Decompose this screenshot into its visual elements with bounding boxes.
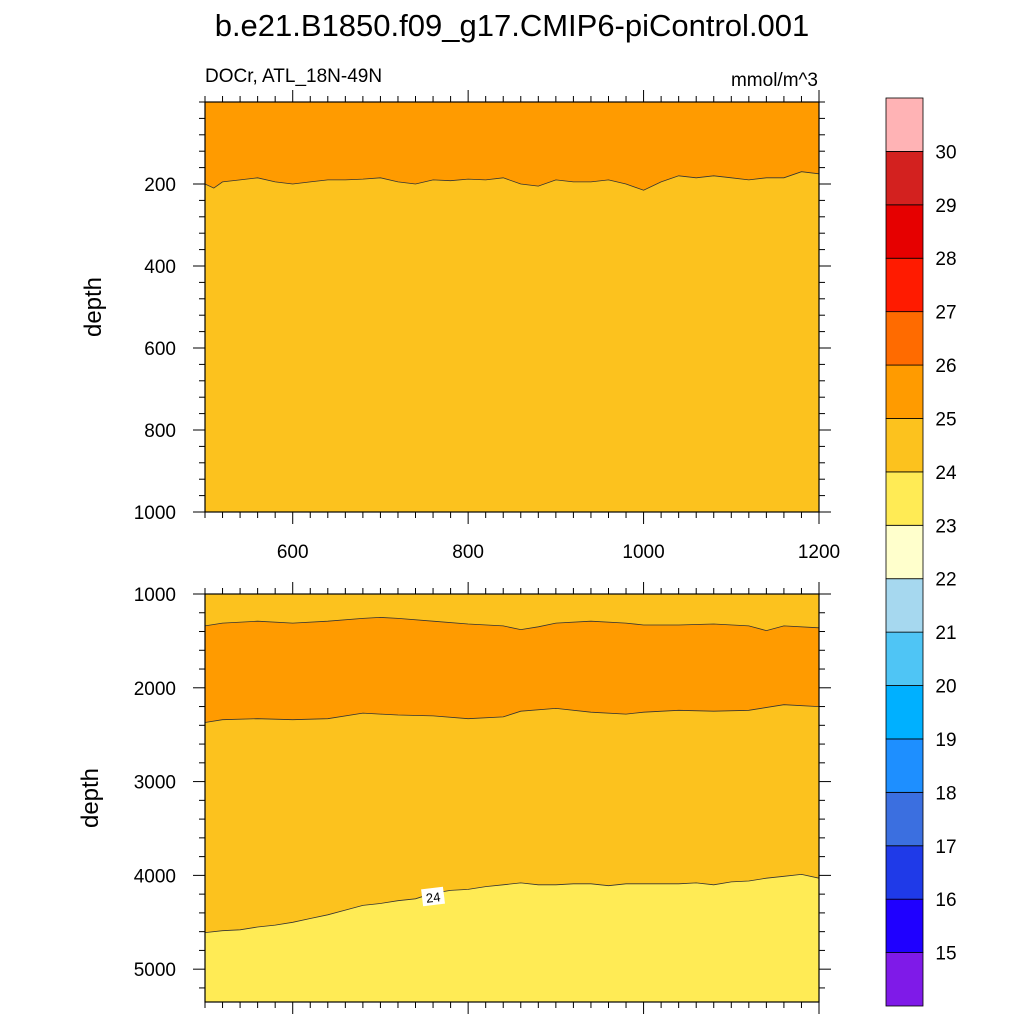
y-tick-label: 3000 (134, 773, 176, 794)
figure-title: b.e21.B1850.f09_g17.CMIP6-piControl.001 (215, 8, 810, 43)
upper-panel: 600 800 1000 1200 200 400 600 800 1000 (134, 90, 840, 563)
contour-line-boundary-25 (204, 171, 820, 191)
x-tick-label: 800 (452, 542, 484, 563)
colorbar-box-c24_25 (885, 418, 924, 473)
lower-panel: 24 1000 2000 3000 4000 5000 (134, 582, 831, 1014)
colorbar-label: 27 (935, 303, 956, 324)
colorbar: 15 16 17 18 19 20 21 22 23 24 25 26 27 28 29 30 (885, 97, 957, 1007)
colorbar-box-c14_15 (885, 952, 924, 1007)
colorbar-box-c29_30 (885, 151, 924, 206)
upper-y-axis-label: depth (80, 277, 107, 337)
colorbar-label: 26 (935, 356, 956, 377)
colorbar-label: 28 (935, 249, 956, 270)
contour-fill-25-26-1 (205, 617, 819, 723)
contour-fill-24-25-2 (205, 704, 819, 933)
colorbar-label: 29 (935, 196, 956, 217)
colorbar-box-c15_16 (885, 898, 924, 953)
colorbar-label: 24 (935, 463, 957, 484)
left-subtitle: DOCr, ATL_18N-49N (205, 66, 382, 87)
colorbar-label: 16 (935, 890, 956, 911)
y-tick-label: 1000 (134, 503, 176, 524)
x-tick-label: 600 (277, 542, 309, 563)
contour-fill-23-24-3 (205, 874, 819, 1002)
plot-frame (204, 593, 820, 1003)
colorbar-box-c18_19 (885, 738, 924, 793)
contour-line-boundary-25-upper (204, 616, 820, 632)
colorbar-label: 23 (935, 516, 956, 537)
plot-frame (204, 101, 820, 513)
colorbar-box-c19_20 (885, 685, 924, 740)
contour-label-group: 24 (421, 886, 445, 907)
colorbar-box-c21_22 (885, 578, 924, 633)
y-tick-label: 4000 (134, 866, 176, 887)
colorbar-box-c27_28 (885, 257, 924, 313)
colorbar-box-c16_17 (885, 845, 924, 900)
y-tick-label: 5000 (134, 960, 176, 981)
colorbar-label: 30 (935, 142, 956, 163)
contour-fill-25-26-1 (205, 102, 819, 191)
colorbar-label: 22 (935, 570, 956, 591)
y-tick-label: 800 (144, 421, 176, 442)
x-tick-label: 1000 (622, 542, 664, 563)
contour-line-boundary-24 (204, 873, 820, 933)
colorbar-box-c30_31 (885, 97, 924, 152)
y-tick-label: 600 (144, 339, 176, 360)
colorbar-label: 20 (935, 677, 956, 698)
y-tick-label: 400 (144, 257, 176, 278)
colorbar-label: 17 (935, 837, 956, 858)
colorbar-label: 15 (935, 944, 956, 965)
x-tick-label: 1200 (798, 542, 840, 563)
y-tick-label: 1000 (134, 585, 176, 606)
colorbar-box-c20_21 (885, 631, 924, 686)
colorbar-box-c17_18 (885, 791, 924, 847)
colorbar-box-c26_27 (885, 311, 924, 366)
colorbar-box-c22_23 (885, 524, 924, 580)
colorbar-label: 25 (935, 410, 956, 431)
contour-label: 24 (425, 889, 441, 906)
contour-fill-24-25-0 (205, 171, 819, 512)
colorbar-box-c28_29 (885, 204, 924, 259)
colorbar-label: 21 (935, 623, 956, 644)
contour-fill-24-25-0 (205, 594, 819, 631)
colorbar-label: 19 (935, 730, 956, 751)
colorbar-box-c25_26 (885, 364, 924, 419)
y-tick-label: 200 (144, 175, 176, 196)
y-tick-label: 2000 (134, 679, 176, 700)
colorbar-box-c23_24 (885, 471, 924, 526)
lower-y-axis-label: depth (77, 768, 104, 828)
contour-label-box (421, 886, 445, 907)
contour-line-boundary-25-lower (204, 704, 820, 723)
units-label: mmol/m^3 (731, 70, 818, 91)
colorbar-label: 18 (935, 783, 956, 804)
